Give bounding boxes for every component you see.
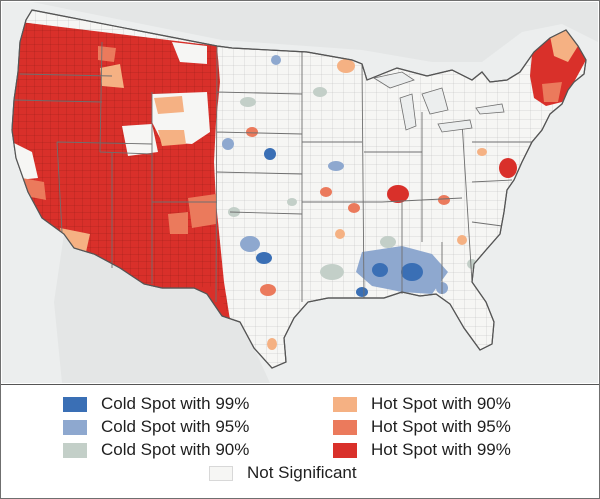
legend-swatch-cold95 (63, 419, 87, 435)
cold99-alabama (401, 263, 423, 281)
legend-swatch-cold99 (63, 396, 87, 412)
legend-swatch-hot99 (333, 442, 357, 458)
legend-label: Cold Spot with 95% (101, 417, 250, 436)
legend-label: Hot Spot with 99% (371, 440, 511, 459)
legend-item-hot90: Hot Spot with 90% (333, 393, 511, 415)
great-lakes (372, 71, 505, 133)
hot99-ohio-valley (387, 185, 409, 203)
legend-label: Not Significant (247, 463, 357, 482)
us-county-hotspot-map (2, 2, 598, 383)
legend-label: Hot Spot with 90% (371, 394, 511, 413)
canada-landmass (2, 2, 598, 62)
hot99-dc-area (499, 158, 517, 178)
legend-item-cold95: Cold Spot with 95% (63, 416, 249, 438)
legend-swatch-not-significant (209, 465, 233, 481)
state-boundaries (13, 41, 532, 303)
legend-item-not-significant: Not Significant (209, 462, 357, 484)
legend-item-cold90: Cold Spot with 90% (63, 439, 249, 461)
legend-divider (1, 384, 599, 385)
legend-label: Hot Spot with 95% (371, 417, 511, 436)
map-legend: Cold Spot with 99% Cold Spot with 95% Co… (1, 385, 599, 498)
mexico-landmass (54, 234, 270, 383)
legend-swatch-cold90 (63, 442, 87, 458)
legend-item-hot99: Hot Spot with 99% (333, 439, 511, 461)
legend-label: Cold Spot with 90% (101, 440, 250, 459)
legend-item-cold99: Cold Spot with 99% (63, 393, 249, 415)
legend-label: Cold Spot with 99% (101, 394, 250, 413)
legend-swatch-hot95 (333, 419, 357, 435)
legend-swatch-hot90 (333, 396, 357, 412)
legend-item-hot95: Hot Spot with 95% (333, 416, 511, 438)
